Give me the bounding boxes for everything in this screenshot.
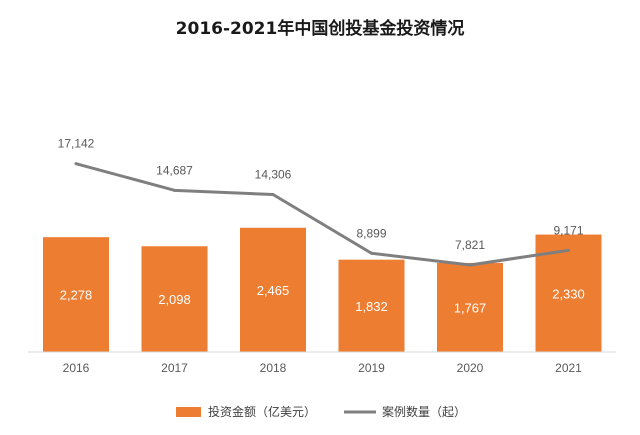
bar-label-2019: 1,832 xyxy=(355,299,388,314)
legend: 投资金额（亿美元） 案例数量（起） xyxy=(176,404,466,419)
line-point-2021 xyxy=(567,248,570,252)
line-path xyxy=(75,162,569,267)
line-label-2017: 14,687 xyxy=(156,163,193,177)
legend-label-line: 案例数量（起） xyxy=(382,404,466,419)
line-point-2018 xyxy=(271,192,275,196)
legend-label-bar: 投资金额（亿美元） xyxy=(208,404,316,419)
bar-2017 xyxy=(141,246,208,352)
line-point-2020 xyxy=(468,263,472,267)
bar-2020 xyxy=(437,262,503,352)
x-tick-2017: 2017 xyxy=(161,361,188,375)
line-label-2020: 7,821 xyxy=(455,238,485,252)
bar-series: 2,278 2,098 2,465 1,832 1,767 2,330 xyxy=(43,227,602,352)
x-tick-2019: 2019 xyxy=(358,361,385,375)
bar-label-2021: 2,330 xyxy=(552,286,585,301)
line-point-2016 xyxy=(74,162,78,166)
legend-swatch-bar xyxy=(176,407,201,417)
x-tick-2021: 2021 xyxy=(555,361,582,375)
bar-label-2020: 1,767 xyxy=(454,300,487,315)
line-series: 17,142 14,687 14,306 8,899 7,821 9,171 xyxy=(58,137,584,267)
chart-title: 2016-2021年中国创投基金投资情况 xyxy=(176,18,465,39)
bar-2018 xyxy=(240,227,306,352)
line-label-2019: 8,899 xyxy=(356,226,386,240)
x-tick-2020: 2020 xyxy=(457,361,484,375)
x-tick-2018: 2018 xyxy=(260,361,287,375)
x-axis-ticks: 2016 2017 2018 2019 2020 2021 xyxy=(63,361,583,375)
line-label-2016: 17,142 xyxy=(58,137,95,151)
line-label-2021: 9,171 xyxy=(553,223,583,237)
bar-label-2016: 2,278 xyxy=(60,288,93,303)
x-tick-2016: 2016 xyxy=(63,361,90,375)
bar-label-2017: 2,098 xyxy=(158,292,191,307)
bar-2016 xyxy=(43,237,109,352)
line-point-2017 xyxy=(173,188,176,192)
line-point-2019 xyxy=(370,251,373,255)
line-label-2018: 14,306 xyxy=(255,167,292,181)
bar-label-2018: 2,465 xyxy=(257,283,290,298)
bar-2019 xyxy=(338,259,405,352)
